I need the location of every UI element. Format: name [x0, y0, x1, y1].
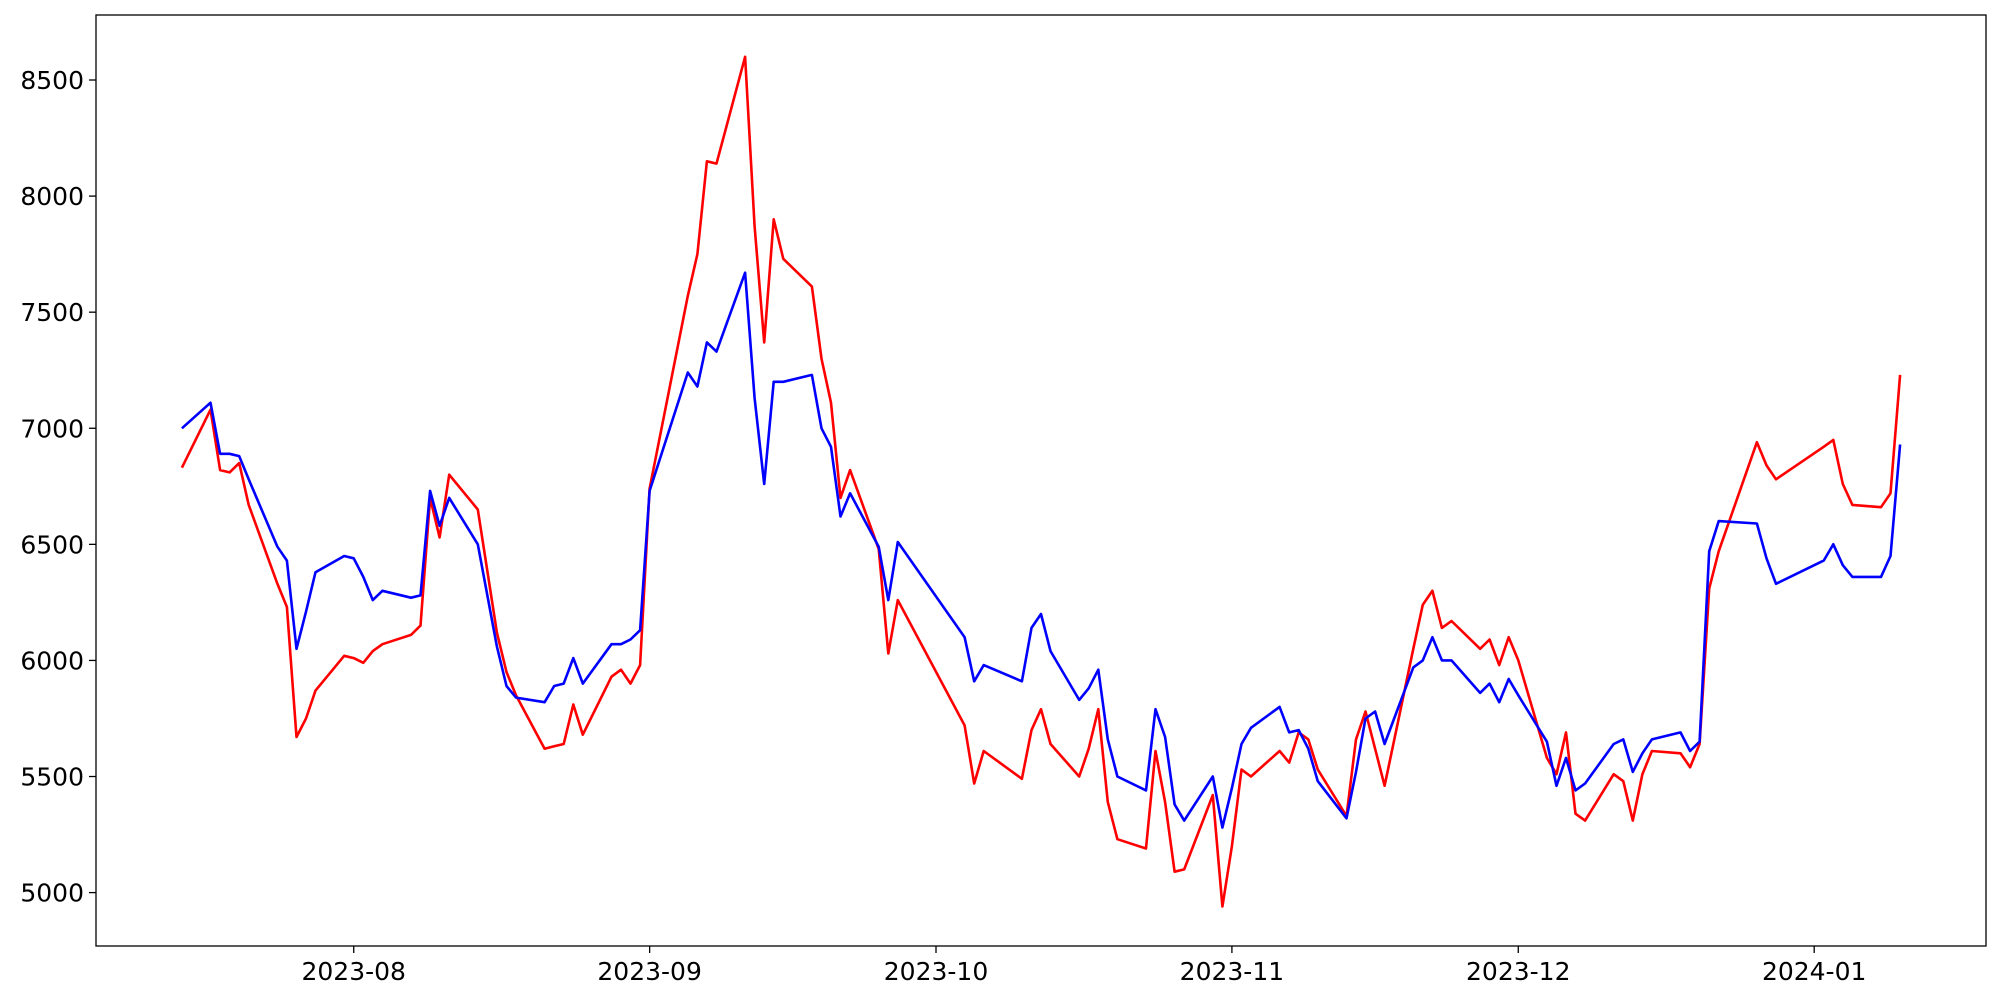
y-tick-label: 6000 — [20, 646, 84, 675]
series-line — [181, 271, 1902, 829]
x-tick-label: 2023-12 — [1466, 957, 1570, 986]
x-tick-label: 2023-09 — [597, 957, 701, 986]
x-tick-label: 2023-10 — [884, 957, 988, 986]
y-tick-label: 8500 — [20, 66, 84, 95]
y-tick-label: 7500 — [20, 298, 84, 327]
y-tick-label: 8000 — [20, 182, 84, 211]
y-tick-label: 7000 — [20, 414, 84, 443]
y-tick-label: 6500 — [20, 530, 84, 559]
y-tick-label: 5500 — [20, 763, 84, 792]
y-tick-label: 5000 — [20, 879, 84, 908]
x-tick-label: 2023-11 — [1180, 957, 1284, 986]
x-tick-label: 2023-08 — [301, 957, 405, 986]
series-line — [180, 55, 1902, 908]
plot-frame — [95, 14, 1987, 947]
x-tick-label: 2024-01 — [1762, 957, 1866, 986]
